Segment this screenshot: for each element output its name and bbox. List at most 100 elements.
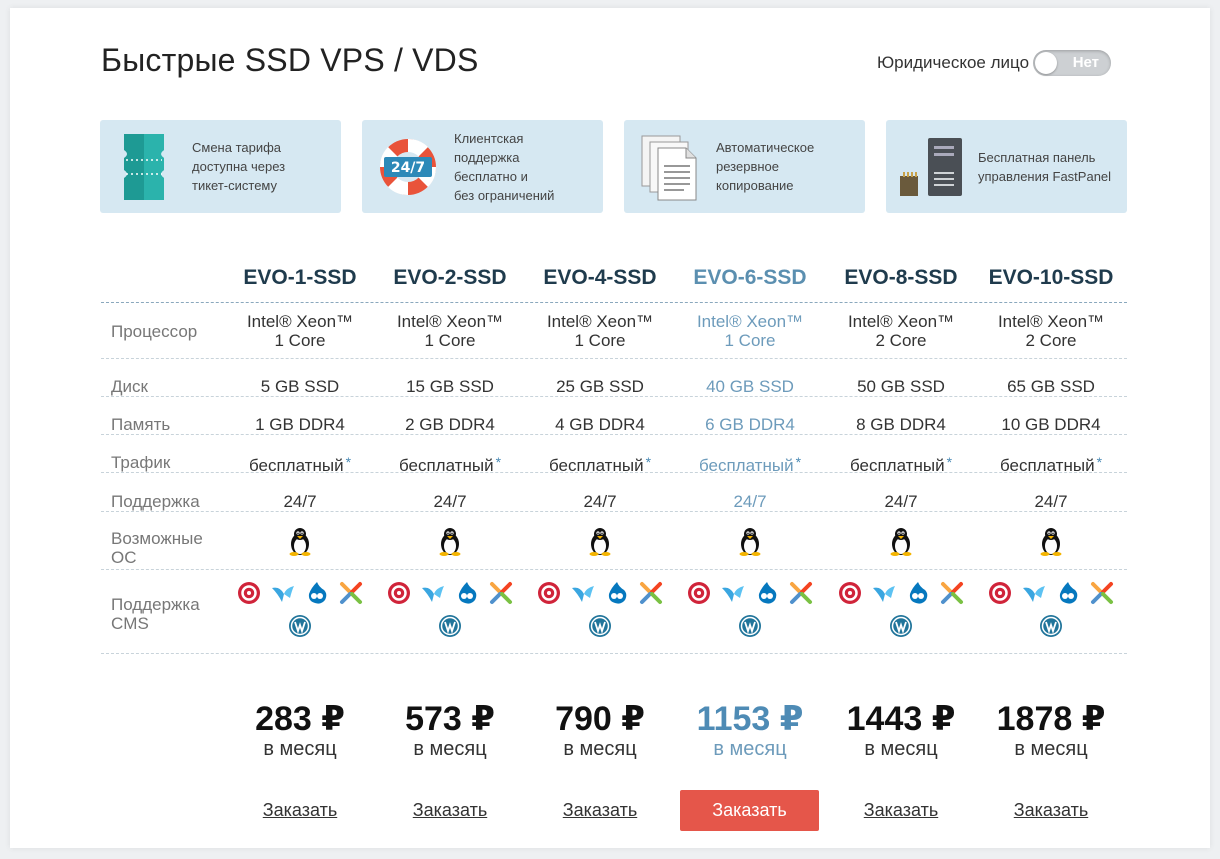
modx-icon [720, 580, 746, 606]
feature-fastpanel: Бесплатная панель управления FastPanel [886, 120, 1127, 213]
cell-disk: 40 GB SSD [706, 377, 794, 396]
cell-os [225, 526, 375, 556]
cell-traffic: бесплатный * [248, 454, 352, 475]
drupal-icon [454, 580, 480, 606]
cell-support: 24/7 [733, 492, 767, 511]
linux-tux-icon [826, 526, 976, 556]
price-value: 283 ₽ [255, 700, 345, 738]
price-value: 1878 ₽ [996, 700, 1106, 738]
features-strip: Смена тарифа доступна через тикет-систем… [100, 120, 1127, 213]
legal-entity-toggle[interactable]: Нет [1033, 50, 1112, 76]
price-evo-2: 573 ₽ в месяц [375, 700, 525, 760]
linux-tux-icon [225, 526, 375, 556]
price-evo-8: 1443 ₽ в месяц [826, 700, 976, 760]
cell-cms [375, 580, 525, 639]
cell-disk: 15 GB SSD [406, 377, 494, 396]
cell-support: 24/7 [884, 492, 918, 511]
cell-traffic: бесплатный * [548, 454, 652, 475]
documents-backup-icon [624, 120, 716, 213]
server-panel-icon [886, 120, 978, 213]
row-label-cpu: Процессор [111, 322, 198, 341]
row-label-os: Возможные ОС [111, 529, 203, 567]
drupal-icon [1055, 580, 1081, 606]
legal-entity-switch: Юридическое лицо Нет [877, 50, 1112, 76]
cell-traffic: бесплатный * [698, 454, 802, 475]
cell-ram: 1 GB DDR4 [255, 415, 345, 434]
cell-support: 24/7 [433, 492, 467, 511]
feature-text-line: управления FastPanel [978, 168, 1112, 184]
row-ram: Память 1 GB DDR4 2 GB DDR4 4 GB DDR4 6 G… [101, 397, 1127, 435]
bitrix-icon [386, 580, 412, 606]
joomla-icon [1089, 580, 1115, 606]
cell-traffic: бесплатный * [849, 454, 953, 475]
bitrix-icon [536, 580, 562, 606]
order-link-evo-2[interactable]: Заказать [412, 800, 488, 820]
cell-disk: 65 GB SSD [1007, 377, 1095, 396]
plan-name-evo-2: EVO-2-SSD [393, 266, 507, 289]
cell-cpu: Intel® Xeon™ 2 Core [847, 312, 955, 350]
bitrix-icon [236, 580, 262, 606]
feature-text-line: тикет-систему [192, 178, 278, 193]
cell-os [826, 526, 976, 556]
row-support: Поддержка 24/7 24/7 24/7 24/7 24/7 24/7 [101, 473, 1127, 512]
cell-disk: 50 GB SSD [857, 377, 945, 396]
wordpress-icon [287, 613, 313, 639]
price-value: 1443 ₽ [846, 700, 956, 738]
pricing-card: Быстрые SSD VPS / VDS Юридическое лицо Н… [10, 8, 1210, 848]
cell-cpu: Intel® Xeon™ 1 Core [396, 312, 504, 350]
cell-os [375, 526, 525, 556]
cell-cpu: Intel® Xeon™ 2 Core [997, 312, 1105, 350]
order-link-evo-8[interactable]: Заказать [863, 800, 939, 820]
order-link-evo-1[interactable]: Заказать [262, 800, 338, 820]
cell-os [675, 526, 825, 556]
price-period: в месяц [1014, 738, 1088, 760]
joomla-icon [338, 580, 364, 606]
cell-ram: 4 GB DDR4 [555, 415, 645, 434]
cell-support: 24/7 [1034, 492, 1068, 511]
wordpress-icon [1038, 613, 1064, 639]
bitrix-icon [837, 580, 863, 606]
cell-ram: 2 GB DDR4 [405, 415, 495, 434]
row-label-support: Поддержка [111, 492, 200, 511]
modx-icon [871, 580, 897, 606]
feature-text-line: доступна через [192, 159, 286, 174]
linux-tux-icon [525, 526, 675, 556]
feature-text-line: без ограничений [454, 187, 555, 203]
price-period: в месяц [713, 738, 787, 760]
linux-tux-icon [675, 526, 825, 556]
price-period: в месяц [413, 738, 487, 760]
plan-name-evo-8: EVO-8-SSD [844, 266, 958, 289]
cell-os [976, 526, 1126, 556]
order-link-evo-4[interactable]: Заказать [562, 800, 638, 820]
cell-disk: 5 GB SSD [260, 377, 340, 396]
feature-text-line: поддержка [454, 149, 520, 165]
toggle-state-text: Нет [1072, 54, 1100, 71]
drupal-icon [604, 580, 630, 606]
plan-name-evo-1: EVO-1-SSD [243, 266, 357, 289]
price-value: 1153 ₽ [696, 700, 804, 738]
row-label-disk: Диск [111, 377, 148, 396]
drupal-icon [304, 580, 330, 606]
row-label-cms: Поддержка CMS [111, 595, 200, 633]
header-divider [101, 302, 1127, 303]
cell-traffic: бесплатный * [999, 454, 1103, 475]
drupal-icon [754, 580, 780, 606]
row-cms: Поддержка CMS [101, 570, 1127, 654]
modx-icon [1021, 580, 1047, 606]
cell-support: 24/7 [283, 492, 317, 511]
joomla-icon [939, 580, 965, 606]
cell-cms [976, 580, 1126, 639]
feature-text-line: Автоматическое [716, 140, 815, 155]
cell-ram: 8 GB DDR4 [856, 415, 946, 434]
drupal-icon [905, 580, 931, 606]
cell-cms [826, 580, 976, 639]
cell-disk: 25 GB SSD [556, 377, 644, 396]
row-disk: Диск 5 GB SSD 15 GB SSD 25 GB SSD 40 GB … [101, 359, 1127, 397]
order-link-evo-10[interactable]: Заказать [1013, 800, 1089, 820]
cell-ram: 6 GB DDR4 [705, 415, 795, 434]
modx-icon [570, 580, 596, 606]
cell-cms [225, 580, 375, 639]
cell-os [525, 526, 675, 556]
feature-text-line: Смена тарифа [192, 140, 282, 155]
order-button-evo-6[interactable]: Заказать [680, 790, 819, 831]
